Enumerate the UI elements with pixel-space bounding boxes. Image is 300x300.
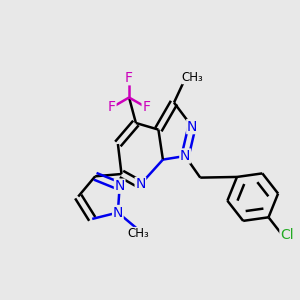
Text: N: N [135,178,146,191]
Text: N: N [115,179,125,193]
Text: F: F [142,100,150,114]
Text: N: N [112,206,123,220]
Text: F: F [125,71,133,85]
Text: Cl: Cl [280,228,294,242]
Text: N: N [187,120,197,134]
Text: CH₃: CH₃ [127,227,149,241]
Text: CH₃: CH₃ [182,71,203,84]
Text: N: N [180,149,190,163]
Text: F: F [108,100,116,114]
